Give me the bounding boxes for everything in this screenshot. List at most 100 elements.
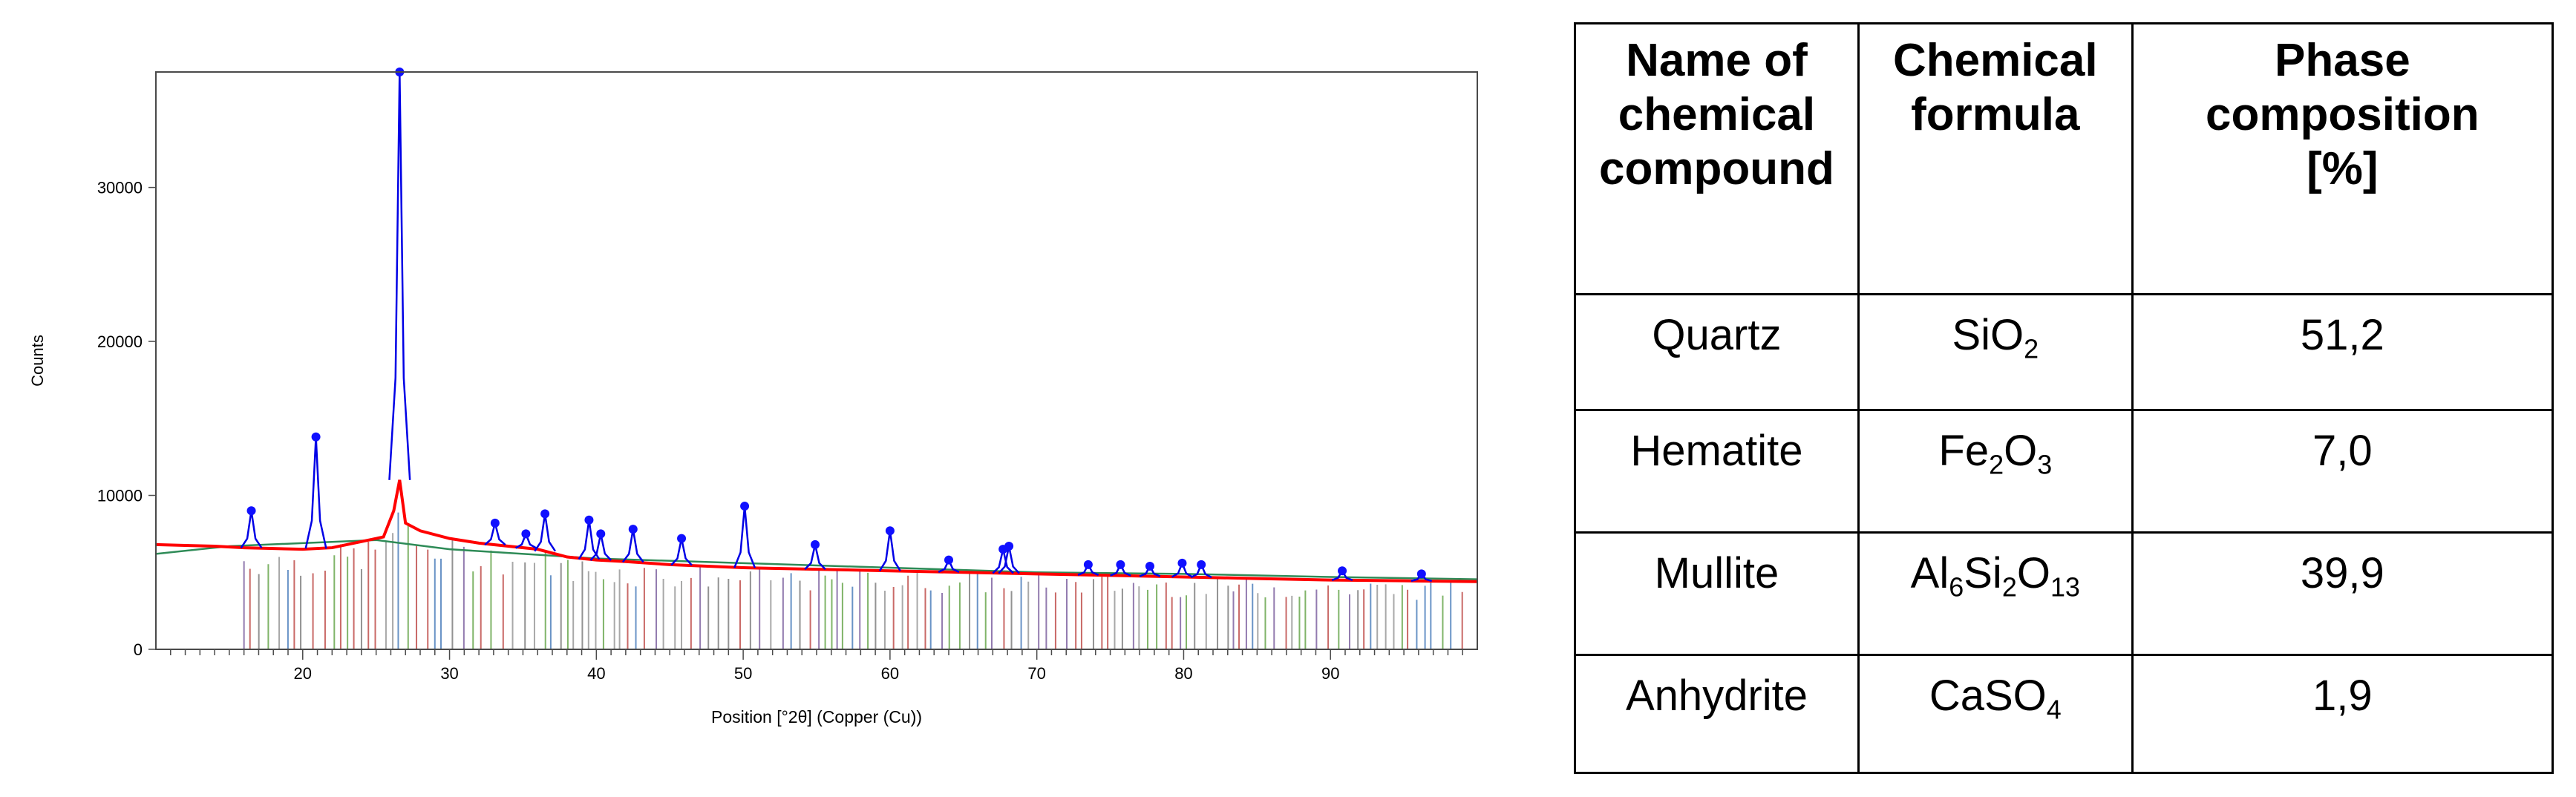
peak-marker (596, 529, 606, 539)
background-fit-line (155, 539, 1478, 580)
peak-marker (1004, 541, 1014, 551)
peak (304, 436, 327, 549)
peak (388, 71, 411, 480)
header-row: Name of chemical compound Chemical formu… (1574, 22, 2554, 295)
formula-element: CaSO (1929, 672, 2047, 720)
phase-composition-cell: 7,0 (2131, 409, 2554, 534)
peak (733, 505, 756, 568)
header-line: compound (1599, 143, 1834, 195)
background-fit-series (155, 539, 1478, 580)
peak-marker (1338, 566, 1347, 576)
formula-subscript: 4 (2046, 694, 2062, 725)
x-tick-label: 80 (1174, 664, 1192, 683)
x-tick-label: 50 (734, 664, 752, 683)
peak-marker (521, 529, 531, 539)
peak-marker (311, 432, 321, 442)
header-line: Phase (2275, 35, 2410, 86)
peak-marker (490, 518, 500, 528)
peak-marker (1197, 560, 1206, 569)
col-header-composition: Phase composition [%] (2131, 22, 2554, 295)
y-axis-ticks: 0 10000 20000 30000 (97, 179, 156, 659)
compound-name-cell: Quartz (1574, 293, 1860, 411)
formula-subscript: 3 (2037, 449, 2053, 480)
phase-composition-cell: 51,2 (2131, 293, 2554, 411)
formula-subscript: 2 (2001, 571, 2017, 603)
chemical-formula-cell: SiO2 (1857, 293, 2134, 411)
compound-name-cell: Mullite (1574, 531, 1860, 656)
formula-element: Al (1910, 549, 1949, 597)
table-row: Quartz SiO2 51,2 (1574, 293, 2554, 411)
compound-name-cell: Hematite (1574, 409, 1860, 534)
table-row: Mullite Al6Si2O13 39,9 (1574, 531, 2554, 656)
x-tick-label: 20 (294, 664, 312, 683)
phase-composition-cell: 39,9 (2131, 531, 2554, 656)
formula-subscript: 13 (2050, 571, 2080, 603)
table-header: Name of chemical compound Chemical formu… (1574, 22, 2554, 295)
phase-composition-value: 51,2 (2300, 311, 2384, 359)
peak-marker (677, 534, 687, 543)
x-tick-label: 30 (440, 664, 458, 683)
peak-marker (1416, 569, 1426, 579)
y-tick-label: 20000 (97, 332, 143, 351)
formula-subscript: 2 (2024, 333, 2039, 364)
peak-marker (584, 515, 594, 525)
x-tick-label: 90 (1321, 664, 1339, 683)
reference-pattern-lines (243, 512, 1463, 649)
compound-name-cell: Anhydrite (1574, 654, 1860, 774)
calculated-peaks-series (240, 71, 1433, 583)
compound-name: Anhydrite (1625, 672, 1808, 720)
peak-markers (246, 68, 1426, 579)
x-tick-label: 60 (881, 664, 899, 683)
phase-composition-value: 39,9 (2300, 549, 2384, 597)
xrd-chart: 20 30 40 50 60 70 80 90 0 10000 20000 30000 Counts… (28, 68, 1478, 727)
chemical-formula-cell: Al6Si2O13 (1857, 531, 2134, 656)
header-line: [%] (2307, 143, 2379, 195)
peak-marker (1145, 561, 1154, 571)
y-tick-label: 10000 (97, 487, 143, 505)
peak-marker (246, 506, 256, 516)
peak (534, 514, 556, 552)
x-tick-label: 70 (1027, 664, 1045, 683)
formula-subscript: 6 (1949, 571, 1964, 603)
formula-element: O (2004, 427, 2038, 475)
peak (240, 511, 263, 549)
peak-marker (1083, 560, 1093, 569)
x-axis-ticks: 20 30 40 50 60 70 80 90 (170, 649, 1463, 683)
col-header-name: Name of chemical compound (1574, 22, 1860, 295)
formula-element: Fe (1938, 427, 1990, 475)
x-tick-label: 40 (587, 664, 605, 683)
header-line: composition (2206, 89, 2479, 141)
formula-element: O (2016, 549, 2050, 597)
phase-composition-cell: 1,9 (2131, 654, 2554, 774)
formula-subscript: 2 (1989, 449, 2004, 480)
table-body: Quartz SiO2 51,2 Hematite Fe2O3 7,0 Mullite Al6… (1574, 293, 2554, 774)
x-axis-label: Position [°2θ] (Copper (Cu)) (711, 707, 922, 727)
header-line: Name of (1626, 35, 1808, 86)
col-header-formula: Chemical formula (1857, 22, 2134, 295)
peak-marker (1116, 560, 1125, 569)
header-line: chemical (1618, 89, 1816, 141)
formula-element: Si (1964, 549, 2002, 597)
compound-name: Hematite (1630, 427, 1803, 475)
table-row: Hematite Fe2O3 7,0 (1574, 409, 2554, 534)
peak-marker (811, 539, 820, 549)
peak-marker (540, 509, 550, 519)
peak (878, 531, 901, 571)
chemical-formula-cell: CaSO4 (1857, 654, 2134, 774)
formula-element: SiO (1952, 311, 2024, 359)
peak-marker (740, 502, 750, 511)
header-line: Chemical (1892, 35, 2098, 86)
table-row: Anhydrite CaSO4 1,9 (1574, 654, 2554, 774)
peak-marker (628, 525, 638, 534)
peak-marker (885, 526, 895, 536)
compound-name: Quartz (1652, 311, 1782, 359)
chemical-formula-cell: Fe2O3 (1857, 409, 2134, 534)
peak-marker (944, 555, 953, 565)
y-tick-label: 0 (134, 640, 143, 659)
phase-composition-value: 7,0 (2312, 427, 2373, 475)
peak (621, 528, 644, 563)
y-axis-label: Counts (28, 335, 47, 387)
compound-name: Mullite (1654, 549, 1779, 597)
header-line: formula (1911, 89, 2080, 141)
phase-composition-table: Name of chemical compound Chemical formu… (1574, 22, 2554, 774)
